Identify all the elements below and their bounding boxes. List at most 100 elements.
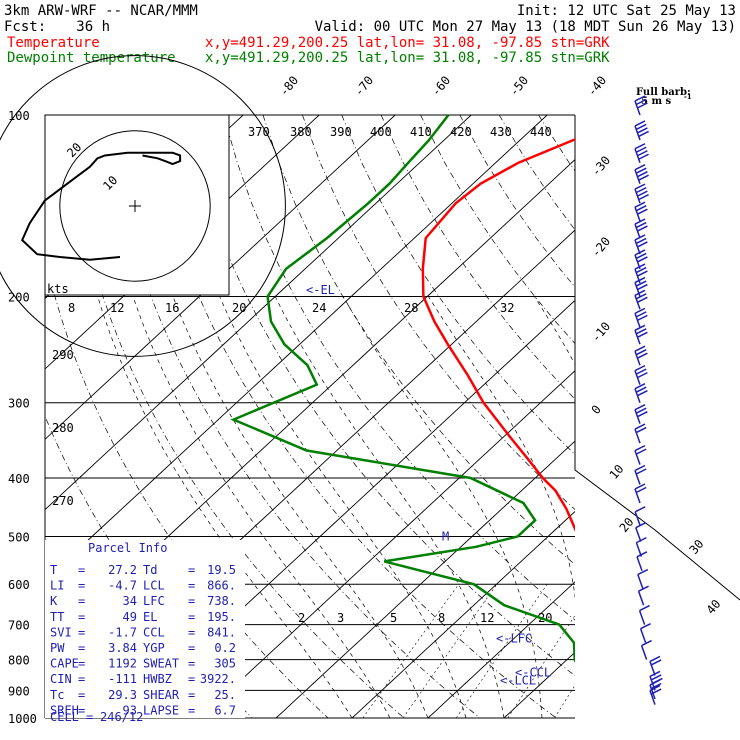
isotherm-line (45, 115, 320, 370)
theta-e-label: 400 (370, 125, 392, 139)
freezing-level-marker: M (442, 529, 449, 543)
wind-barb-staff (634, 428, 641, 444)
theta-e-label: 420 (450, 125, 472, 139)
wind-barbs (634, 95, 663, 705)
wind-barb-flag (637, 296, 648, 303)
theta-e-label: 370 (248, 125, 270, 139)
parcel-equals: = (188, 672, 195, 686)
dewpoint-profile (230, 115, 575, 663)
parcel-equals: -111 (108, 672, 137, 686)
parcel-param-label: SREH (50, 703, 79, 717)
parcel-equals: = (86, 710, 93, 724)
parcel-equals: = (78, 672, 85, 686)
parcel-param-label: LFC (143, 594, 165, 608)
wind-barb-flag (637, 283, 648, 291)
parcel-param-label: HWBZ (143, 672, 172, 686)
parcel-title: Parcel Info (88, 541, 167, 555)
parcel-equals: = (78, 579, 85, 593)
wind-barb-flag (641, 639, 652, 647)
parcel-equals: 93 (123, 703, 137, 717)
temperature-location: x,y=491.29,200.25 lat,lon= 31.08, -97.85… (205, 35, 610, 51)
parcel-equals: = (78, 688, 85, 702)
parcel-equals: = (78, 703, 85, 717)
parcel-equals: 49 (123, 610, 137, 624)
mixing-ratio-line (507, 614, 575, 718)
parcel-equals: = (188, 610, 195, 624)
wind-barb-flag (635, 98, 647, 106)
wind-barb-flag (635, 167, 647, 174)
parcel-equals: 1192 (108, 657, 137, 671)
right-boundary (574, 115, 740, 601)
wind-barb-flag (649, 655, 661, 663)
barb-legend-title: Full barb: (636, 87, 691, 98)
wind-barb-flag (634, 218, 646, 225)
wind-barb-staff (637, 590, 645, 606)
theta-label: 270 (52, 494, 74, 508)
isotherm-line (427, 581, 575, 718)
theta-e-label: 410 (410, 125, 432, 139)
parcel-param-label: CIN (50, 672, 72, 686)
dry-adiabat-line (578, 115, 740, 718)
dry-adiabat-line (183, 115, 575, 677)
parcel-param-label: K (50, 594, 58, 608)
parcel-param-value: 866. (207, 579, 236, 593)
wind-barb-flag (637, 352, 648, 359)
isotherm-line (732, 115, 740, 718)
mixing-ratio-lower-label: 2 (298, 611, 305, 625)
wind-barb-flag (634, 164, 646, 171)
wind-barb-flag (634, 483, 646, 490)
wind-barb-flag (638, 193, 649, 201)
barb-legend-exponent: -1 (684, 92, 692, 101)
forecast-hour: 36 h (76, 19, 110, 35)
isotherm-label: -50 (507, 73, 532, 99)
wind-barb-staff (639, 628, 647, 643)
isotherm-label: -30 (589, 153, 614, 179)
wind-barb-flag (634, 464, 646, 472)
parcel-equals: 29.3 (108, 688, 137, 702)
parcel-param-label: CAPE (50, 657, 79, 671)
wind-barb-flag (634, 444, 646, 452)
wind-barb-flag (634, 120, 646, 127)
parcel-equals: 34 (123, 594, 137, 608)
isotherm-label: -40 (585, 73, 610, 99)
mixing-ratio-upper-label: 24 (312, 301, 326, 315)
hodograph-frame (44, 114, 230, 296)
dry-adiabat-line (262, 115, 575, 566)
wind-barb-staff (649, 690, 656, 705)
el-marker: <-EL (306, 283, 335, 297)
isotherm-line (275, 440, 575, 718)
dry-adiabat-line (144, 115, 557, 718)
parcel-equals: 3.84 (108, 641, 137, 655)
wind-barb-flag (637, 568, 649, 576)
parcel-equals: = (188, 703, 195, 717)
parcel-equals: = (188, 563, 195, 577)
parcel-equals: = (188, 594, 195, 608)
mixing-ratio-lower-label: 8 (438, 611, 445, 625)
isotherm-label: 10 (607, 462, 627, 482)
wind-barb-staff (649, 661, 656, 676)
isotherm-line (45, 115, 472, 511)
wind-barb-flag (635, 311, 647, 318)
temperature-legend-label: Temperature (7, 35, 100, 51)
parcel-equals: = (78, 563, 85, 577)
forecast-label: Fcst: (4, 19, 46, 35)
wind-barb-flag (635, 486, 647, 494)
wind-barb-flag (634, 249, 646, 256)
mixing-ratio-lower-label: 3 (337, 611, 344, 625)
theta-label: 280 (52, 421, 74, 435)
isotherm-line (45, 115, 396, 440)
valid-time: Valid: 00 UTC Mon 27 May 13 (18 MDT Sun … (315, 19, 736, 35)
wind-barb-staff (649, 684, 656, 700)
wind-barb-staff (634, 488, 641, 504)
wind-barb-flag (635, 146, 647, 153)
parcel-param-label: LI (50, 579, 64, 593)
wind-barb-flag (637, 208, 648, 215)
moist-adiabat-line (694, 297, 740, 719)
pressure-tick-label: 500 (8, 530, 30, 544)
parcel-param-label: YGP (143, 641, 165, 655)
parcel-param-label: PW (50, 641, 65, 655)
parcel-equals: 27.2 (108, 563, 137, 577)
parcel-param-label: EL (143, 610, 157, 624)
moist-adiabat-line (219, 296, 467, 718)
